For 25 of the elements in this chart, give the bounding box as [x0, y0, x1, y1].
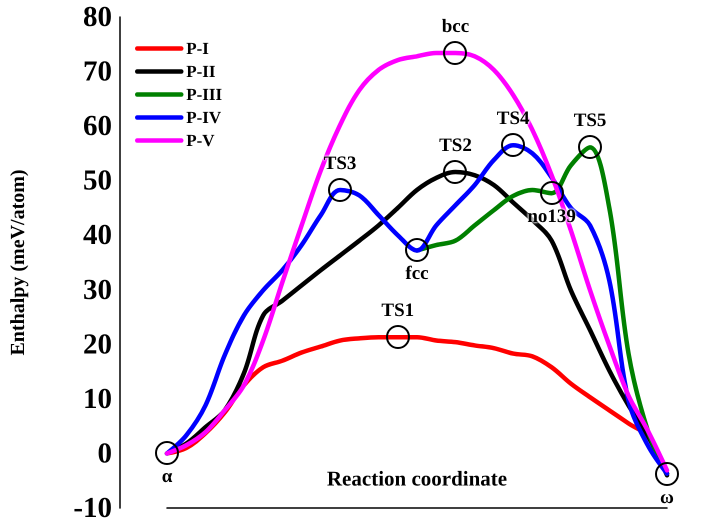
y-tick-label: 80 [83, 1, 112, 33]
y-tick-label: 60 [83, 110, 112, 142]
legend-label: P-III [186, 85, 223, 104]
y-tick-label: 0 [98, 437, 112, 470]
legend-label: P-V [186, 131, 216, 150]
data-label: ω [660, 486, 674, 508]
y-tick-label: 30 [83, 274, 112, 306]
legend-label: P-I [186, 39, 210, 58]
data-label: TS1 [381, 300, 414, 322]
data-label: TS2 [439, 134, 472, 156]
y-tick-label: 10 [83, 382, 112, 415]
data-label: bcc [442, 16, 470, 37]
y-tick-label: -10 [73, 492, 112, 524]
y-tick-label: 20 [83, 328, 112, 360]
data-label: fcc [405, 263, 429, 284]
data-label: TS5 [574, 110, 606, 132]
y-tick-label: 50 [83, 164, 112, 197]
data-label: TS3 [324, 152, 356, 174]
legend-label: P-II [186, 62, 216, 81]
x-axis-title: Reaction coordinate [326, 466, 508, 490]
y-axis-title: Enthalpy (meV/atom) [7, 169, 29, 356]
y-tick-label: 70 [83, 56, 112, 88]
y-tick-label: 40 [83, 219, 112, 252]
legend-label: P-IV [186, 108, 222, 127]
data-label: α [162, 466, 172, 488]
